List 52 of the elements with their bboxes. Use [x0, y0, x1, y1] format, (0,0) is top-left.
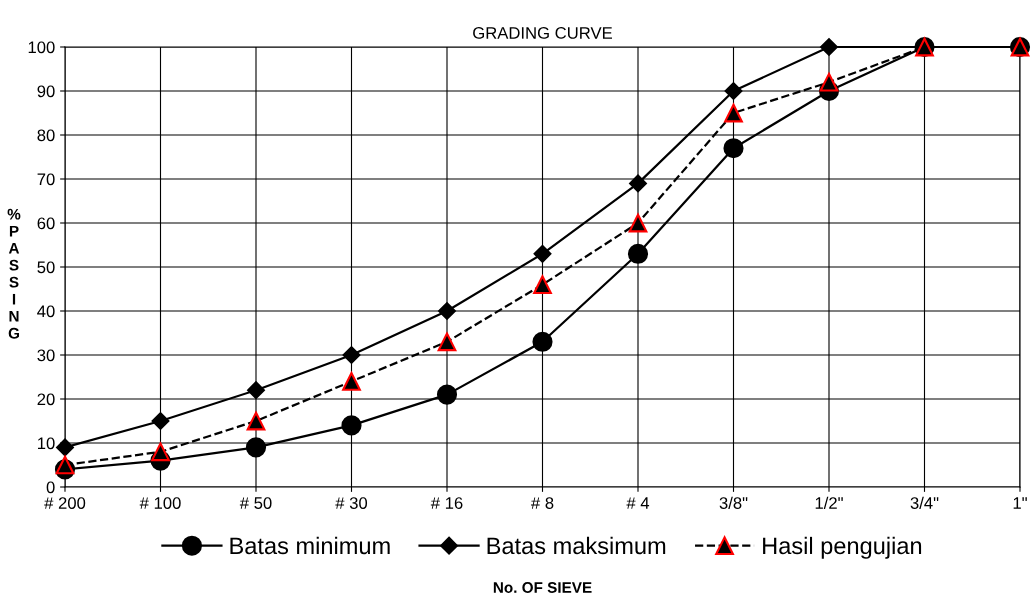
x-tick-label: # 4: [626, 497, 650, 509]
point: [342, 346, 361, 364]
x-tick-label: 3/8": [719, 496, 748, 509]
legend-label: Hasil pengujian: [763, 536, 922, 559]
point: [247, 381, 265, 400]
point: [436, 384, 458, 405]
legend-label: Batas minimum: [230, 536, 390, 555]
point: [724, 82, 743, 100]
point: [627, 243, 649, 264]
y-tick-label: 10: [38, 437, 55, 450]
x-tick-label: 1/2": [815, 496, 843, 509]
point: [56, 438, 74, 457]
point: [438, 302, 456, 320]
point: [342, 372, 361, 391]
point: [246, 411, 266, 431]
y-tick-label: 100: [28, 41, 55, 54]
point: [723, 138, 744, 159]
x-tick-label: 1": [1013, 497, 1027, 509]
y-tick-label: 70: [37, 173, 55, 186]
y-axis-title: %PASSING: [7, 208, 21, 339]
point: [533, 244, 552, 263]
legend-label: Batas maksimum: [487, 536, 666, 555]
point: [629, 174, 647, 193]
y-tick-label: 40: [37, 305, 55, 318]
x-tick-label: # 30: [335, 497, 368, 509]
point: [341, 415, 362, 436]
y-tick-label: 90: [37, 85, 55, 98]
point: [820, 38, 838, 56]
x-tick-label: # 8: [530, 497, 554, 509]
y-tick-label: 80: [37, 129, 55, 142]
point: [819, 72, 839, 92]
x-tick-label: # 200: [44, 497, 86, 509]
point: [151, 442, 170, 462]
y-tick-label: 50: [37, 261, 55, 274]
point: [533, 275, 552, 294]
point: [55, 455, 75, 475]
x-tick-label: # 16: [430, 497, 463, 509]
point: [724, 103, 743, 123]
y-tick-label: 0: [46, 481, 55, 494]
point: [532, 331, 553, 352]
y-tick-label: 20: [37, 393, 55, 406]
chart-title: GRADING CURVE: [473, 27, 613, 39]
y-tick-label: 60: [37, 217, 55, 230]
x-tick-label: # 100: [139, 497, 181, 509]
x-axis-title: No. OF SIEVE: [493, 582, 592, 593]
point: [151, 412, 170, 430]
point: [245, 437, 267, 458]
x-tick-label: # 50: [239, 497, 272, 509]
y-tick-label: 30: [37, 349, 55, 362]
point: [437, 332, 457, 352]
point: [628, 213, 648, 233]
x-tick-label: 3/4": [910, 496, 939, 509]
